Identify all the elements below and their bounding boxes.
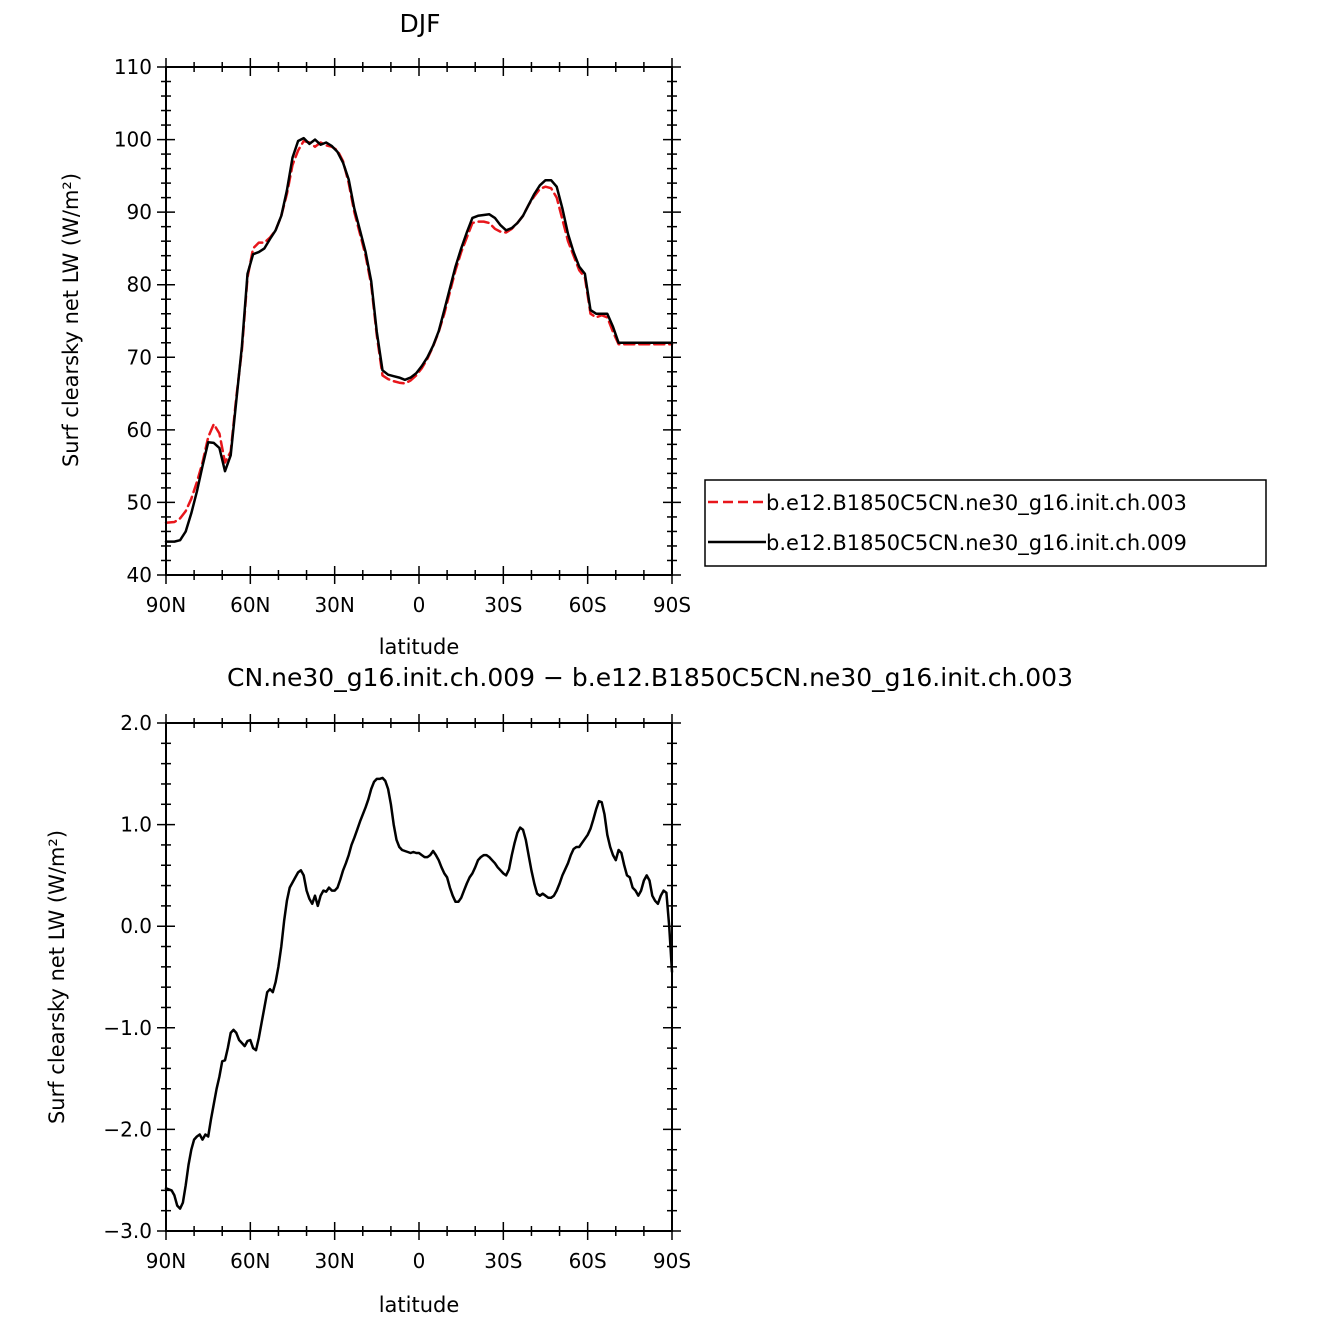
bottom-chart-series	[164, 776, 674, 1210]
top-chart-xtick-30s-label: 30S	[484, 593, 522, 617]
top-chart-xtick-0-label: 0	[413, 593, 426, 617]
top-chart-ylabel: Surf clearsky net LW (W/m²)	[59, 173, 83, 467]
top-chart-xtick-60s-label: 60S	[569, 593, 607, 617]
top-chart-ytick-50-label: 50	[127, 490, 152, 514]
top-chart-xtick-60n-label: 60N	[230, 593, 270, 617]
top-chart-ticks: 40 50 60 70 80 90 100 110 90N 60N 30N 0 30S 60S 90S	[114, 55, 691, 617]
top-chart-ytick-40-label: 40	[127, 563, 152, 587]
bottom-chart-series-line-1	[164, 776, 674, 1210]
top-chart-panel: DJF latitude Surf clearsky net LW (W/m²)…	[59, 9, 1267, 659]
bottom-chart-xlabel: latitude	[379, 1293, 460, 1317]
top-chart-ytick-80-label: 80	[127, 273, 152, 297]
bottom-chart-ytick-1-label: 1.0	[120, 813, 152, 837]
bottom-chart-ytick-m3-label: −3.0	[103, 1219, 152, 1243]
bottom-chart-panel: CN.ne30_g16.init.ch.009 − b.e12.B1850C5C…	[45, 663, 1073, 1317]
top-chart-xtick-30n-label: 30N	[314, 593, 354, 617]
top-chart-frame	[165, 66, 673, 576]
top-chart-title: DJF	[399, 9, 440, 38]
bottom-chart-xtick-60s-label: 60S	[569, 1249, 607, 1273]
top-chart-ytick-70-label: 70	[127, 345, 152, 369]
top-chart-ytick-90-label: 90	[127, 200, 152, 224]
bottom-chart-ytick-2-label: 2.0	[120, 711, 152, 735]
bottom-chart-ytick-m2-label: −2.0	[103, 1117, 152, 1141]
bottom-chart-ylabel: Surf clearsky net LW (W/m²)	[45, 830, 69, 1124]
bottom-chart-xtick-60n-label: 60N	[230, 1249, 270, 1273]
top-chart-xlabel: latitude	[379, 635, 460, 659]
bottom-chart-title: CN.ne30_g16.init.ch.009 − b.e12.B1850C5C…	[227, 663, 1073, 692]
bottom-chart-frame	[165, 722, 673, 1232]
top-chart-xtick-90n-label: 90N	[146, 593, 186, 617]
bottom-chart-xtick-90n-label: 90N	[146, 1249, 186, 1273]
top-chart-ytick-60-label: 60	[127, 418, 152, 442]
top-chart-series-line-2	[164, 136, 674, 543]
bottom-chart-ytick-m1-label: −1.0	[103, 1016, 152, 1040]
bottom-chart-xtick-0-label: 0	[413, 1249, 426, 1273]
bottom-chart-xtick-30s-label: 30S	[484, 1249, 522, 1273]
bottom-chart-xtick-30n-label: 30N	[314, 1249, 354, 1273]
top-chart-series	[164, 136, 674, 543]
bottom-chart-ticks: −3.0 −2.0 −1.0 0.0 1.0 2.0 90N 60N 30N 0 30S 60S 90S	[103, 711, 691, 1273]
legend-label-series-1: b.e12.B1850C5CN.ne30_g16.init.ch.003	[766, 491, 1187, 516]
legend: b.e12.B1850C5CN.ne30_g16.init.ch.003 b.e…	[704, 479, 1267, 567]
bottom-chart-ytick-0-label: 0.0	[120, 914, 152, 938]
legend-label-series-2: b.e12.B1850C5CN.ne30_g16.init.ch.009	[766, 531, 1187, 556]
top-chart-xtick-90s-label: 90S	[653, 593, 691, 617]
legend-box	[704, 479, 1267, 567]
top-chart-ytick-110-label: 110	[114, 55, 152, 79]
bottom-chart-xtick-90s-label: 90S	[653, 1249, 691, 1273]
top-chart-ytick-100-label: 100	[114, 128, 152, 152]
